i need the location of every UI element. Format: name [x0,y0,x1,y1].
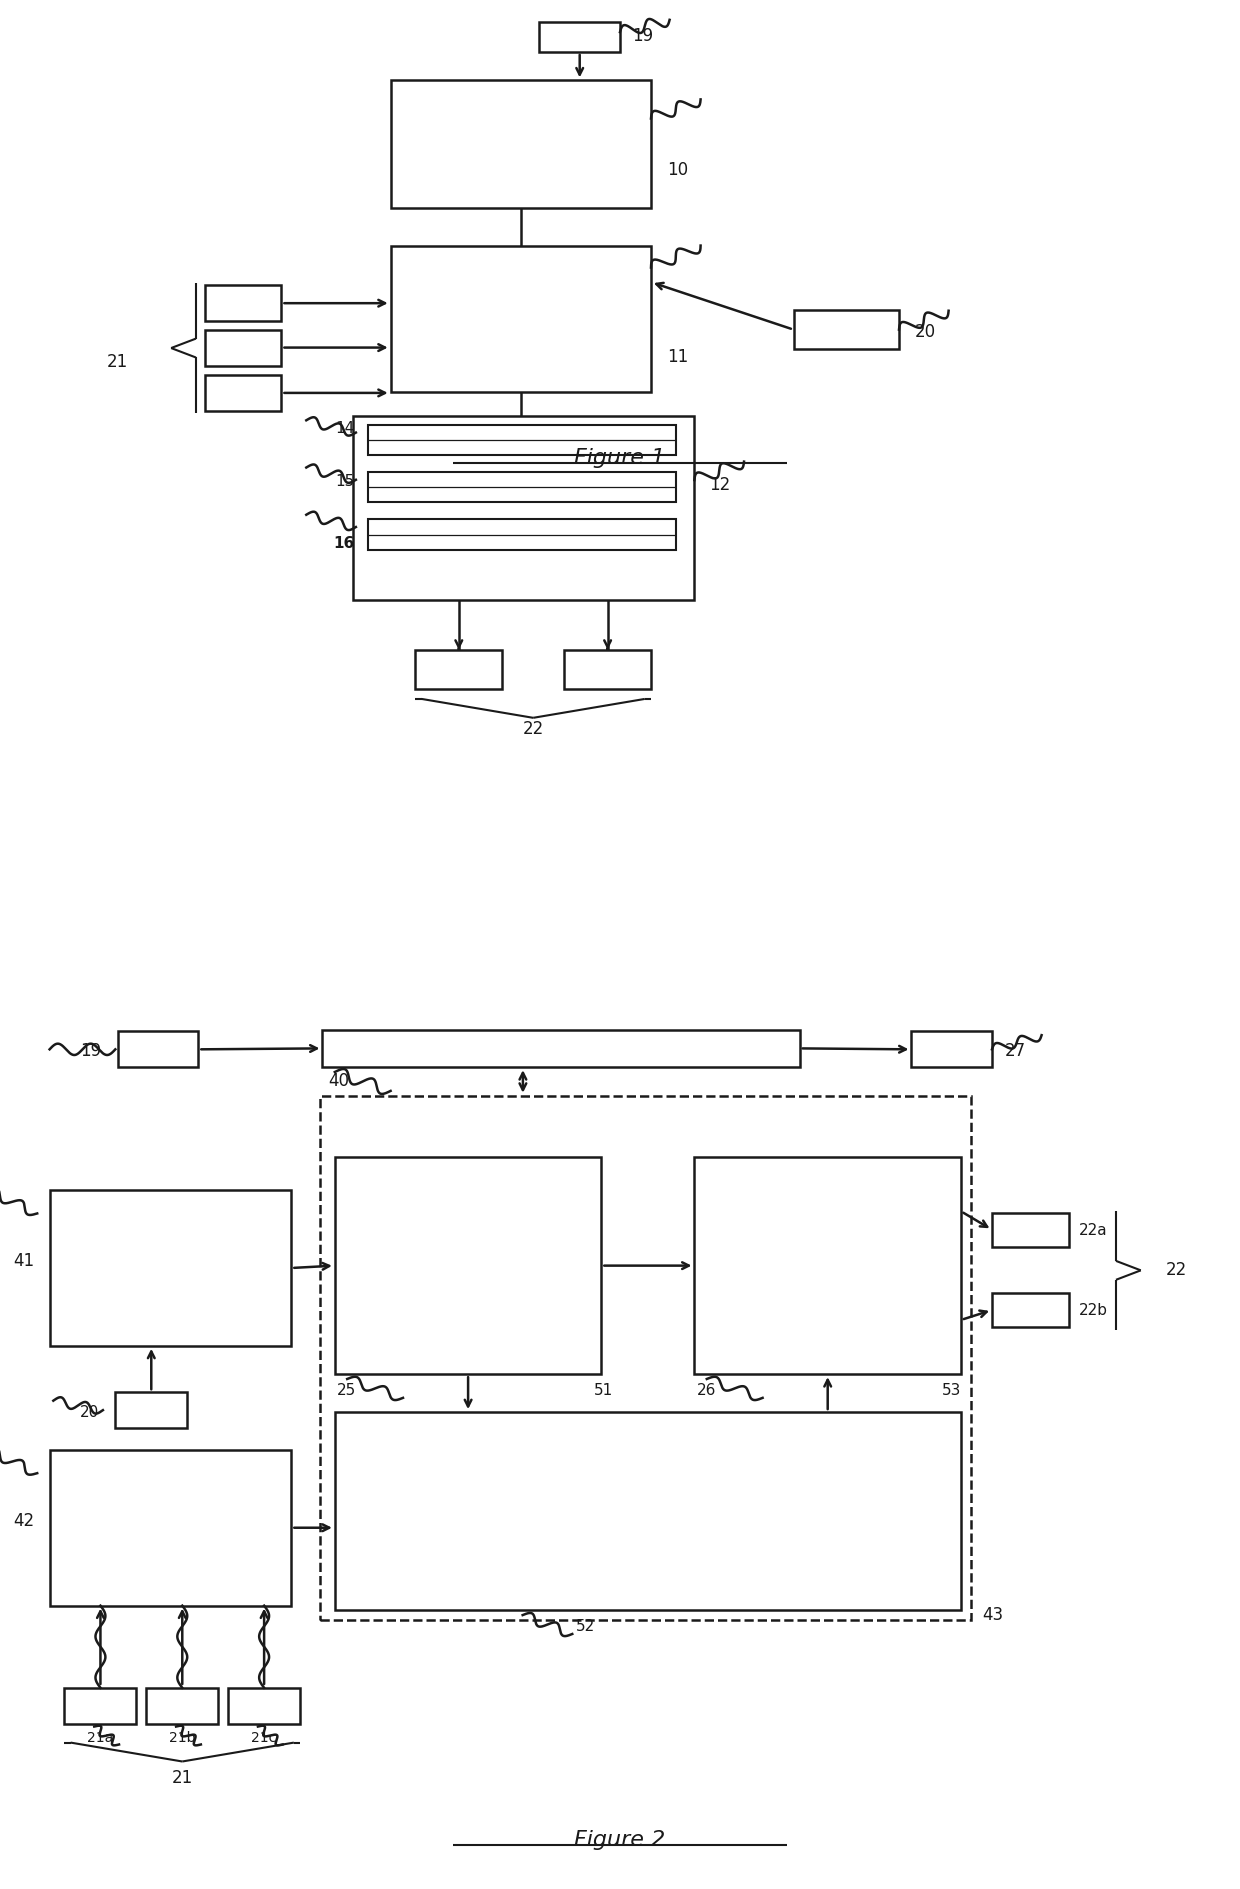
Text: 53: 53 [941,1383,961,1398]
Bar [118,1031,198,1067]
Text: 52: 52 [575,1619,595,1634]
Bar [205,285,281,321]
Text: 26: 26 [697,1383,717,1398]
Text: 25: 25 [337,1383,357,1398]
Bar [335,1413,961,1609]
Text: 11: 11 [667,348,688,366]
Text: 22a: 22a [1079,1224,1107,1237]
Bar [353,416,694,599]
Bar [539,21,620,51]
Bar [335,1156,601,1375]
Bar [320,1096,971,1619]
Text: 21: 21 [107,353,129,370]
Bar [205,374,281,412]
Text: 21b: 21b [169,1730,196,1745]
Text: 42: 42 [14,1511,35,1530]
Bar [368,425,676,455]
Text: 40: 40 [329,1071,350,1090]
Bar [368,472,676,502]
Text: 14: 14 [335,421,355,436]
Text: 20: 20 [79,1405,99,1419]
Bar [564,650,651,689]
Text: 41: 41 [14,1252,35,1269]
Bar [146,1689,218,1723]
Bar [911,1031,992,1067]
Text: 51: 51 [594,1383,614,1398]
Bar [415,650,502,689]
Text: 22b: 22b [1079,1303,1107,1319]
Text: 10: 10 [667,161,688,179]
Bar [794,310,899,349]
Text: 21c: 21c [252,1730,277,1745]
Text: 21a: 21a [87,1730,114,1745]
Bar [50,1451,291,1606]
Text: 19: 19 [632,26,653,45]
Text: 20: 20 [915,323,936,342]
Text: 43: 43 [982,1606,1003,1625]
Text: 16: 16 [334,536,355,550]
Bar [228,1689,300,1723]
Text: Figure 2: Figure 2 [574,1830,666,1849]
Bar [205,329,281,366]
Text: 22: 22 [522,720,544,739]
Text: Figure 1: Figure 1 [574,448,666,468]
Bar [368,519,676,550]
Bar [391,79,651,208]
Bar [391,246,651,393]
Bar [992,1213,1069,1247]
Text: 12: 12 [709,476,730,493]
Text: 21: 21 [171,1768,193,1787]
Text: 27: 27 [1004,1043,1025,1060]
Bar [64,1689,136,1723]
Text: 22: 22 [1166,1262,1187,1279]
Bar [50,1190,291,1345]
Bar [322,1030,800,1067]
Bar [115,1392,187,1428]
Bar [694,1156,961,1375]
Bar [992,1292,1069,1326]
Text: 19: 19 [81,1043,102,1060]
Text: 15: 15 [335,474,355,489]
